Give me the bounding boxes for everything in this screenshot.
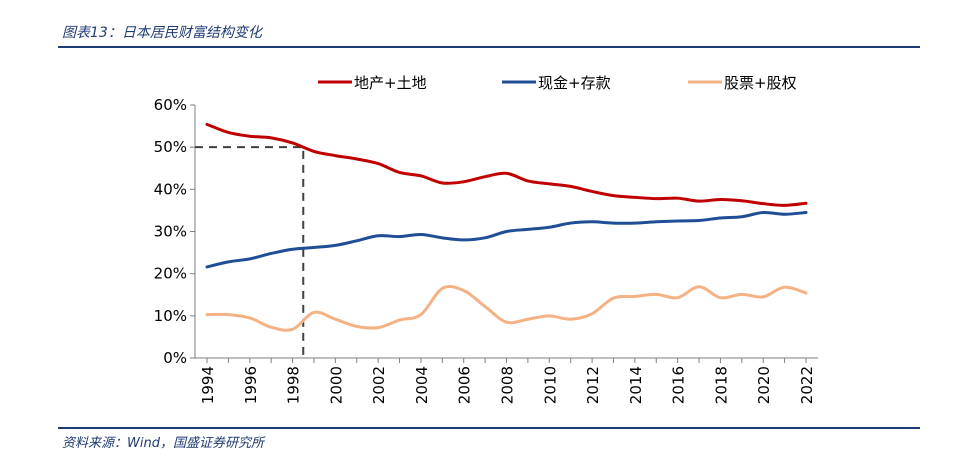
y-tick-label: 50% xyxy=(154,138,187,156)
legend-label: 股票+股权 xyxy=(724,74,797,92)
x-axis: 1994 1996 1998 2000 2002 2004 2006 2008 2010 2012… xyxy=(195,357,818,404)
x-tick-label: 2014 xyxy=(627,366,645,404)
y-axis: 0% 10% 20% 30% 40% 50% 60% xyxy=(154,96,196,367)
x-tick-label: 2018 xyxy=(712,366,730,404)
x-tick-label: 2020 xyxy=(755,366,773,404)
x-tick-label: 2022 xyxy=(798,366,816,404)
dashed-guide-annotation xyxy=(195,146,305,358)
y-tick-label: 0% xyxy=(163,349,187,367)
source-note: 资料来源：Wind，国盛证券研究所 xyxy=(62,436,264,451)
y-tick-label: 40% xyxy=(154,180,187,198)
series-line xyxy=(205,122,808,207)
x-tick-label: 2004 xyxy=(413,366,431,404)
y-tick-label: 30% xyxy=(154,223,187,241)
y-tick-label: 60% xyxy=(154,96,187,114)
top-rule xyxy=(58,46,920,48)
legend: 地产+土地 现金+存款 股票+股权 xyxy=(318,74,797,92)
series-lines xyxy=(205,122,808,332)
y-tick-label: 10% xyxy=(154,307,187,325)
legend-label: 地产+土地 xyxy=(354,74,427,92)
legend-label: 现金+存款 xyxy=(538,74,611,92)
x-tick-label: 2010 xyxy=(541,366,559,404)
series-line xyxy=(205,210,808,269)
x-tick-label: 2012 xyxy=(584,366,602,404)
series-line xyxy=(205,285,808,332)
x-tick-label: 1994 xyxy=(199,366,217,404)
bottom-rule xyxy=(58,427,920,429)
figure-title: 图表13：日本居民财富结构变化 xyxy=(62,25,262,41)
guide-line xyxy=(195,146,305,358)
x-tick-label: 2008 xyxy=(499,366,517,404)
x-tick-label: 1996 xyxy=(242,366,260,404)
x-tick-label: 2006 xyxy=(456,366,474,404)
y-tick-label: 20% xyxy=(154,265,187,283)
x-tick-label: 1998 xyxy=(285,366,303,404)
x-tick-label: 2002 xyxy=(370,366,388,404)
x-tick-label: 2000 xyxy=(327,366,345,404)
x-tick-label: 2016 xyxy=(670,366,688,404)
